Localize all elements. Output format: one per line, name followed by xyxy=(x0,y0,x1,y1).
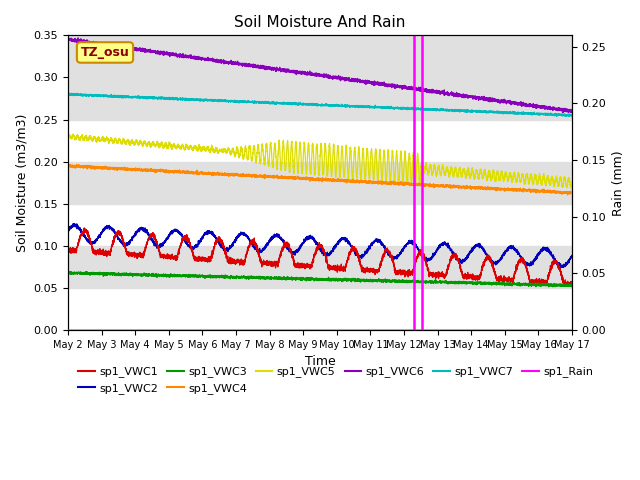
Legend: sp1_VWC1, sp1_VWC2, sp1_VWC3, sp1_VWC4, sp1_VWC5, sp1_VWC6, sp1_VWC7, sp1_Rain: sp1_VWC1, sp1_VWC2, sp1_VWC3, sp1_VWC4, … xyxy=(74,362,598,398)
Title: Soil Moisture And Rain: Soil Moisture And Rain xyxy=(234,15,406,30)
Y-axis label: Soil Moisture (m3/m3): Soil Moisture (m3/m3) xyxy=(15,114,28,252)
Bar xyxy=(68,36,572,77)
Text: TZ_osu: TZ_osu xyxy=(81,46,129,59)
Bar xyxy=(68,77,572,120)
Bar xyxy=(68,162,572,204)
Y-axis label: Rain (mm): Rain (mm) xyxy=(612,150,625,216)
Bar xyxy=(68,246,572,288)
X-axis label: Time: Time xyxy=(305,355,335,369)
